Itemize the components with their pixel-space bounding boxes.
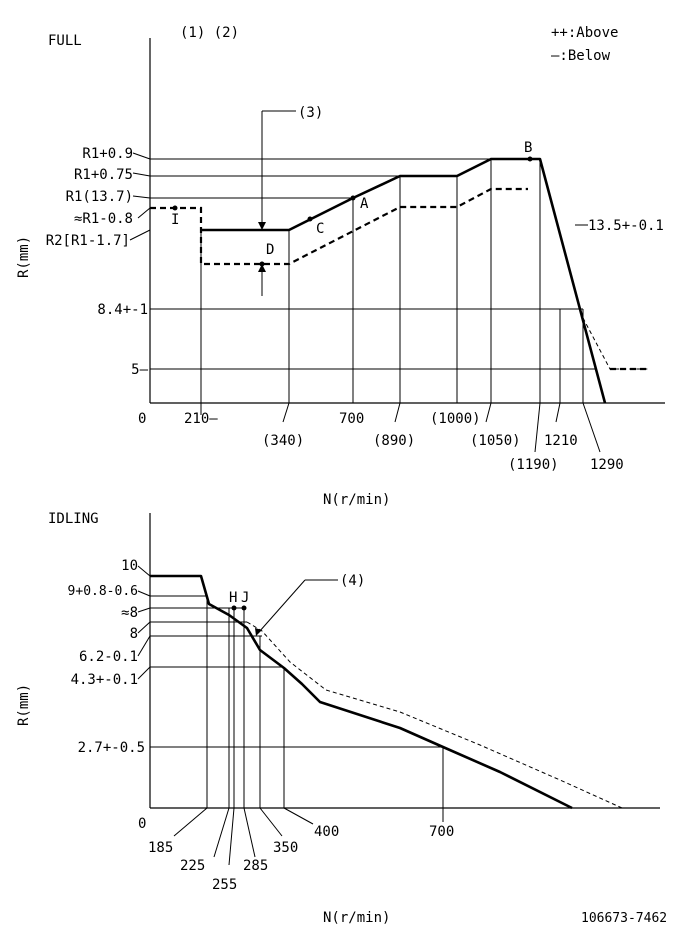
point-i-marker	[172, 205, 178, 211]
point-c-label: C	[316, 221, 324, 237]
ref4-label: (4)	[340, 573, 365, 589]
point-d-label: D	[266, 242, 274, 258]
idling-x-label-285: 285	[243, 858, 268, 874]
idling-y-label-9: 9+0.8-0.6	[68, 584, 138, 599]
legend-above: ++:Above	[551, 25, 618, 41]
full-refs: (1) (2)	[180, 25, 239, 41]
full-curve-above	[150, 187, 528, 266]
idling-x-label-700: 700	[429, 824, 454, 840]
full-x-reference-lines	[200, 159, 601, 453]
point-h-marker	[231, 605, 237, 611]
idling-x-label-350: 350	[273, 840, 298, 856]
full-y-label-r2: R2[R1-1.7]	[46, 233, 130, 249]
drawing-code: 106673-7462	[581, 911, 667, 926]
full-x-label-0: 0	[138, 411, 146, 427]
full-x-label-1210: 1210	[544, 433, 578, 449]
idling-chart: IDLING	[16, 511, 660, 926]
full-chart: FULL (1) (2) ++:Above —:Below	[16, 25, 665, 508]
full-x-label-340: (340)	[262, 433, 304, 449]
idling-curve-above	[246, 621, 623, 809]
full-y-label-8-4: 8.4+-1	[97, 302, 148, 318]
idling-x-label-185: 185	[148, 840, 173, 856]
point-j-marker	[241, 605, 247, 611]
point-i-label: I	[171, 212, 179, 228]
idling-y-reference-lines	[137, 565, 443, 748]
ref4-arrow	[255, 579, 338, 636]
idling-y-label-10: 10	[121, 558, 138, 574]
point-a-marker	[350, 195, 356, 201]
full-x-axis-title: N(r/min)	[323, 492, 390, 508]
full-y-label-r1-075: R1+0.75	[74, 167, 133, 183]
full-x-label-210: 210—	[184, 411, 218, 427]
idling-y-label-2-7: 2.7+-0.5	[78, 740, 145, 756]
full-y-label-r1-09: R1+0.9	[82, 146, 133, 162]
point-b-marker	[527, 156, 533, 162]
idling-x-label-400: 400	[314, 824, 339, 840]
full-x-label-890: (890)	[373, 433, 415, 449]
idling-x-axis-title: N(r/min)	[323, 910, 390, 926]
idling-y-label-6-2: 6.2-0.1	[79, 649, 138, 665]
idling-title: IDLING	[48, 511, 99, 527]
full-x-label-1050: (1050)	[470, 433, 521, 449]
idling-y-axis-title: R(mm)	[16, 684, 32, 726]
idling-x-label-0: 0	[138, 816, 146, 832]
idling-y-label-8: 8	[130, 626, 138, 642]
full-x-label-1190: (1190)	[508, 457, 559, 473]
point-h-label: H	[229, 590, 237, 606]
point-c-marker	[307, 216, 313, 222]
point-j-label: J	[241, 590, 249, 606]
point-a-label: A	[360, 196, 369, 212]
point-b-label: B	[524, 140, 532, 156]
ref3-dimension-arrow	[258, 110, 296, 296]
full-slope-label: 13.5+-0.1	[588, 218, 664, 234]
full-x-label-1290: 1290	[590, 457, 624, 473]
idling-y-label-4-3: 4.3+-0.1	[71, 672, 138, 688]
legend-below: —:Below	[551, 48, 611, 64]
full-y-label-r1-m08: ≈R1-0.8	[74, 211, 133, 227]
ref3-label: (3)	[298, 105, 323, 121]
full-x-label-700: 700	[339, 411, 364, 427]
full-y-reference-lines	[129, 152, 597, 370]
full-x-label-1000: (1000)	[430, 411, 481, 427]
idling-x-label-255: 255	[212, 877, 237, 893]
full-y-axis-title: R(mm)	[16, 236, 32, 278]
idling-curve-below	[150, 574, 573, 810]
full-y-label-5: 5—	[131, 362, 148, 378]
full-y-label-r1: R1(13.7)	[66, 189, 133, 205]
full-title: FULL	[48, 33, 82, 49]
idling-y-label-approx-8: ≈8	[121, 605, 138, 621]
idling-x-label-225: 225	[180, 858, 205, 874]
idling-x-reference-lines	[173, 596, 444, 866]
